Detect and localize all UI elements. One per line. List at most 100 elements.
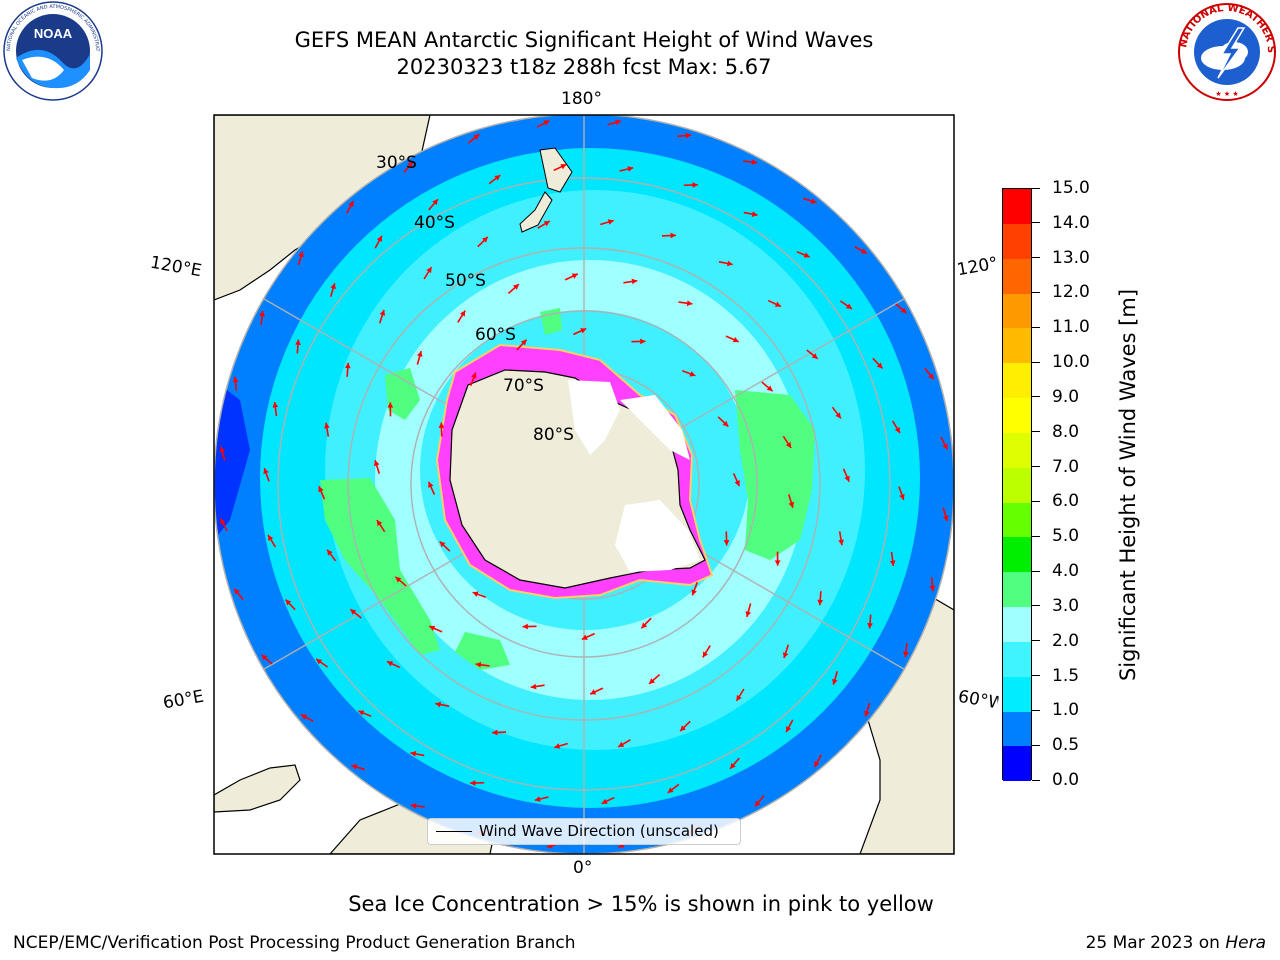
wind-wave-arrowhead <box>730 762 736 769</box>
wind-wave-arrowhead <box>845 303 852 309</box>
wind-wave-arrowhead <box>774 301 781 307</box>
wind-wave-arrowhead <box>814 761 820 768</box>
wind-wave-arrowhead <box>894 427 900 434</box>
amery-coast-ice <box>620 395 690 460</box>
wind-wave-arrowhead <box>726 260 733 267</box>
colorbar-tick-mark <box>1032 222 1040 224</box>
colorbar-segment <box>1003 537 1031 573</box>
colorbar-tick-label: 0.5 <box>1052 735 1080 756</box>
lat-label-60s: 60°S <box>475 325 516 345</box>
lat-label-80s: 80°S <box>533 425 574 445</box>
colorbar-tick-mark <box>1032 744 1040 746</box>
map-subtitle-run-info: 20230323 t18z 288h fcst Max: 5.67 <box>396 55 772 79</box>
wind-wave-arrowhead <box>520 339 527 346</box>
colorbar-tick-mark <box>1032 779 1040 781</box>
footer-machine: Hera <box>1225 933 1266 953</box>
wind-wave-arrowhead <box>351 764 358 770</box>
wind-wave-arrowhead <box>691 589 697 596</box>
wind-wave-arrowhead <box>810 198 817 204</box>
colorbar-tick-mark <box>1032 326 1040 328</box>
wind-wave-arrowhead <box>344 362 351 369</box>
colorbar-tick-mark <box>1032 291 1040 293</box>
wind-wave-arrowhead <box>685 132 692 139</box>
wind-wave-arrowhead <box>327 549 333 556</box>
wind-wave-arrowhead <box>686 300 693 307</box>
colorbar-tick-label: 9.0 <box>1052 386 1080 407</box>
wind-wave-arrowhead <box>373 460 380 467</box>
wind-wave-arrowhead <box>387 661 394 667</box>
wind-wave-arrowhead <box>751 159 758 165</box>
colorbar-tick-label: 7.0 <box>1052 456 1080 477</box>
africa-land <box>214 764 301 813</box>
wind-wave-arrowhead <box>268 534 274 541</box>
lat-label-50s: 50°S <box>445 271 486 291</box>
wind-wave-arrowhead <box>428 481 434 488</box>
wind-wave-arrowhead <box>513 284 519 290</box>
colorbar-segment <box>1003 572 1031 608</box>
wind-wave-arrowhead <box>581 634 588 640</box>
wind-wave-arrowhead <box>492 729 498 736</box>
wind-wave-arrowhead <box>348 200 354 207</box>
svg-text:★ ★ ★: ★ ★ ★ <box>1215 90 1238 98</box>
wind-wave-arrowhead <box>560 164 567 170</box>
colorbar-segment <box>1003 641 1031 677</box>
wind-wave-arrowhead <box>590 689 597 695</box>
wind-wave-arrowhead <box>426 267 432 274</box>
wind-wave-arrowhead <box>376 235 382 242</box>
colorbar-tick-mark <box>1032 257 1040 259</box>
colorbar-segment <box>1003 189 1031 224</box>
colorbar-segment <box>1003 258 1031 294</box>
colorbar-tick-mark <box>1032 675 1040 677</box>
wind-wave-arrowhead <box>745 611 752 617</box>
footer-date-text: 25 Mar 2023 on <box>1085 933 1226 953</box>
colorbar-tick-mark <box>1032 709 1040 711</box>
colorbar-tick-mark <box>1032 640 1040 642</box>
colorbar-segment <box>1003 606 1031 642</box>
legend-label: Wind Wave Direction (unscaled) <box>479 822 719 840</box>
new-zealand-south-island <box>519 191 553 233</box>
wind-wave-arrowhead <box>234 588 240 595</box>
footer-date: 25 Mar 2023 on Hera <box>1086 932 1266 954</box>
colorbar-tick-mark <box>1032 396 1040 398</box>
colorbar-tick-mark <box>1032 361 1040 363</box>
wind-wave-arrowhead <box>459 310 466 317</box>
wind-wave-arrowhead <box>861 248 868 254</box>
wind-wave-arrowhead <box>438 422 445 428</box>
wind-wave-arrowhead <box>929 585 936 592</box>
weddell-ice-shelf <box>615 500 700 572</box>
wind-wave-arrowhead <box>649 678 655 684</box>
wind-wave-arrowhead <box>261 654 268 661</box>
colorbar-segment <box>1003 746 1031 782</box>
colorbar-segment <box>1003 293 1031 329</box>
wind-wave-arrowhead <box>429 625 436 632</box>
colorbar-tick-label: 10.0 <box>1052 352 1090 373</box>
wind-wave-arrowhead <box>692 182 698 188</box>
colorbar-tick-label: 3.0 <box>1052 595 1080 616</box>
wind-wave-arrowhead <box>689 371 696 377</box>
lon-label-0: 0° <box>573 858 593 878</box>
wind-wave-arrowhead <box>439 541 446 548</box>
wind-wave-arrowhead <box>618 741 625 747</box>
wind-wave-arrowhead <box>844 475 850 482</box>
wind-wave-arrowhead <box>554 743 561 749</box>
colorbar-tick-label: 2.0 <box>1052 630 1080 651</box>
wind-wave-arrowhead <box>470 780 476 786</box>
wind-wave-arrowhead <box>782 652 789 659</box>
map-legend: Wind Wave Direction (unscaled) <box>427 818 741 845</box>
wind-wave-arrowhead <box>471 372 477 379</box>
colorbar-segment <box>1003 676 1031 712</box>
wind-wave-arrowhead <box>285 599 292 606</box>
wave-height-3-4m-east <box>735 390 815 560</box>
wind-wave-arrowhead <box>667 787 674 793</box>
wind-wave-arrowhead <box>835 412 841 419</box>
wind-wave-arrowhead <box>435 701 442 708</box>
colorbar-tick-mark <box>1032 535 1040 537</box>
wind-wave-arrowhead <box>615 119 622 126</box>
colorbar-tick-mark <box>1032 466 1040 468</box>
wind-wave-arrowhead <box>475 661 482 668</box>
wind-wave-arrowhead <box>494 175 501 181</box>
colorbar-tick-label: 12.0 <box>1052 282 1090 303</box>
wind-wave-arrowhead <box>416 351 423 357</box>
wind-wave-arrowhead <box>324 422 330 429</box>
